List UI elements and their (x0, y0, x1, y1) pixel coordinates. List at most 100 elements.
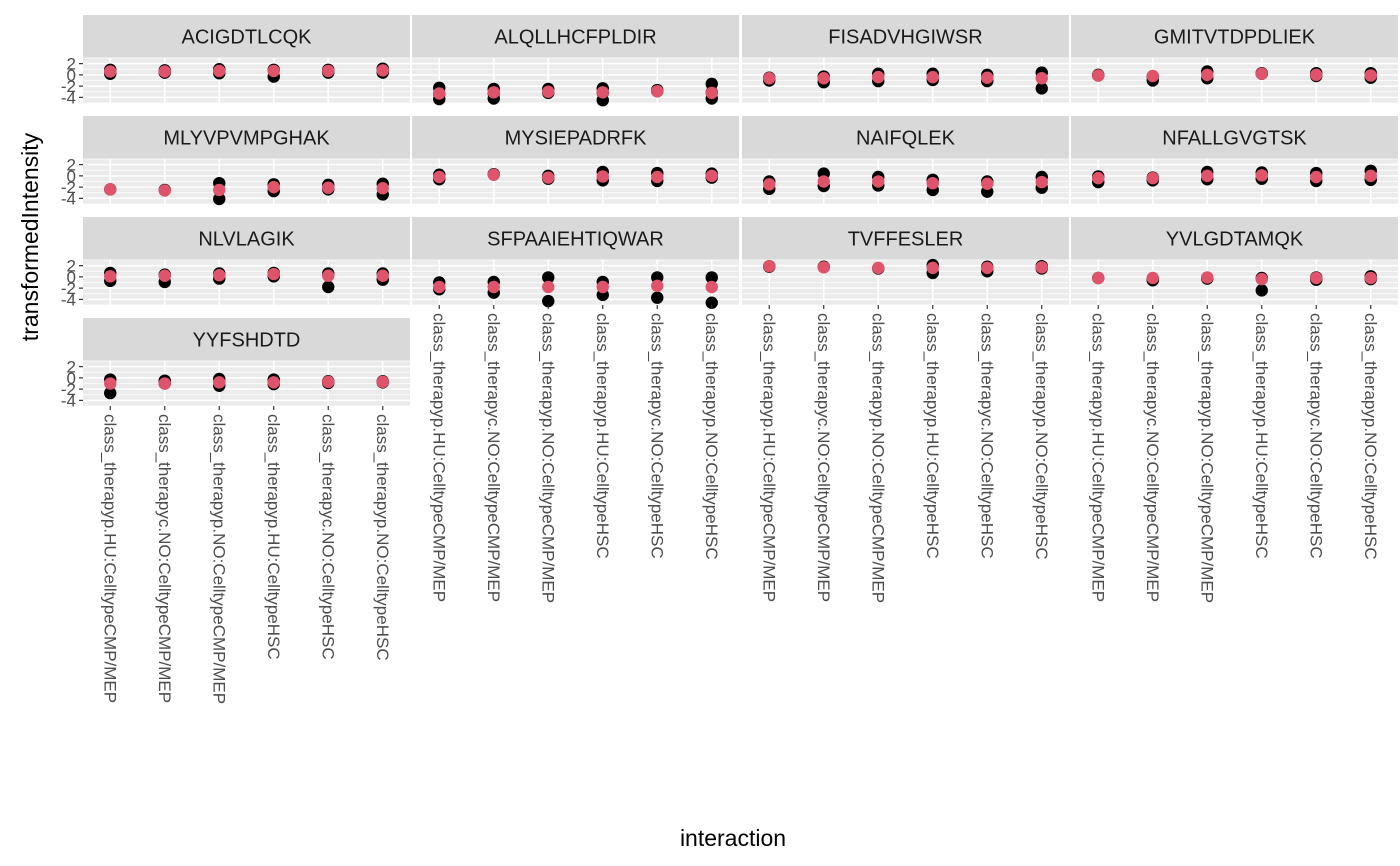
observed-point (1255, 284, 1268, 297)
estimate-point (376, 269, 389, 282)
estimate-point (213, 376, 226, 389)
facet-strip (412, 116, 739, 159)
facet-mysiepadrfk: MYSIEPADRFK (412, 116, 739, 205)
y-tick-label: -4 (61, 88, 76, 107)
facet-strip (1071, 15, 1398, 58)
x-tick-label: class_therapyp.NO:CelltypeCMP/MEP (209, 414, 228, 704)
facet-acigdtlcqk: ACIGDTLCQK 20-2-4 (61, 15, 410, 107)
estimate-point (322, 181, 335, 194)
x-tick-label: class_therapyp.NO:CelltypeHSC (702, 313, 721, 560)
y-tick-label: 2 (67, 358, 76, 377)
facet-nfallgvgtsk: NFALLGVGTSK (1071, 116, 1398, 205)
estimate-point (213, 183, 226, 197)
estimate-point (322, 375, 335, 389)
y-tick-label: -2 (61, 178, 76, 197)
observed-point (542, 294, 555, 308)
observed-point (542, 271, 555, 284)
observed-point (1035, 82, 1048, 95)
x-tick-label: class_therapyc.NO:CelltypeCMP/MEP (484, 313, 503, 602)
estimate-point (158, 269, 171, 282)
observed-point (705, 296, 718, 309)
estimate-point (596, 86, 609, 99)
facet-strip-label: YYFSHDTD (193, 330, 301, 352)
x-tick-label: class_therapyc.NO:CelltypeHSC (647, 313, 666, 559)
estimate-point (1201, 68, 1214, 82)
estimate-point (596, 170, 609, 183)
x-tick-label: class_therapyp.NO:CelltypeHSC (1032, 313, 1051, 560)
estimate-point (817, 175, 830, 188)
estimate-point (1035, 261, 1048, 274)
estimate-point (104, 377, 117, 390)
y-tick-label: -2 (61, 279, 76, 298)
estimate-point (322, 269, 335, 282)
y-tick-label: 2 (67, 156, 76, 175)
estimate-point (705, 280, 718, 294)
x-tick-label: class_therapyc.NO:CelltypeHSC (318, 414, 337, 660)
y-tick-label: 2 (67, 55, 76, 74)
estimate-point (763, 178, 776, 191)
estimate-point (1310, 170, 1323, 184)
estimate-point (213, 268, 226, 282)
facet-nlvlagik: NLVLAGIK 20-2-4 (61, 217, 410, 309)
estimate-point (267, 267, 280, 281)
estimate-point (542, 85, 555, 98)
facet-strip-label: NFALLGVGTSK (1162, 128, 1307, 150)
estimate-point (1092, 271, 1105, 285)
facet-strip (83, 318, 410, 361)
estimate-point (926, 70, 939, 84)
estimate-point (1201, 169, 1214, 183)
estimate-point (267, 376, 280, 389)
estimate-point (651, 170, 664, 184)
estimate-point (872, 175, 885, 188)
facet-strip (1071, 217, 1398, 260)
facet-gmitvtdpdliek: GMITVTDPDLIEK (1071, 15, 1398, 104)
estimate-point (1364, 271, 1377, 285)
estimate-point (104, 270, 117, 283)
observed-point (322, 280, 335, 294)
x-tick-label: class_therapyc.NO:CelltypeCMP/MEP (814, 313, 833, 602)
estimate-point (433, 170, 446, 184)
x-tick-label: class_therapyp.NO:CelltypeHSC (373, 414, 392, 661)
estimate-point (981, 177, 994, 190)
x-tick-label: class_therapyp.NO:CelltypeCMP/MEP (538, 313, 557, 603)
facet-yvlgdtamqk: YVLGDTAMQK class_therapyp.HU:CelltypeCMP/… (1071, 217, 1398, 603)
facet-mlyvpvmpghak: MLYVPVMPGHAK 20-2-4 (61, 116, 410, 208)
estimate-point (651, 279, 664, 293)
facet-strip-label: GMITVTDPDLIEK (1154, 27, 1316, 49)
x-tick-label: class_therapyp.HU:CelltypeCMP/MEP (429, 313, 448, 602)
estimate-point (104, 65, 117, 78)
facet-strip (742, 15, 1069, 58)
facet-strip (1071, 116, 1398, 159)
estimate-point (542, 171, 555, 184)
facet-strip-label: ACIGDTLCQK (181, 27, 312, 49)
estimate-point (376, 64, 389, 77)
estimate-point (1255, 67, 1268, 80)
estimate-point (763, 72, 776, 85)
estimate-point (872, 70, 885, 84)
y-axis-title: transformedIntensity (17, 132, 43, 341)
x-tick-label: class_therapyp.NO:CelltypeCMP/MEP (1197, 313, 1216, 603)
x-tick-label: class_therapyc.NO:CelltypeCMP/MEP (1143, 313, 1162, 602)
facet-strip (83, 116, 410, 159)
facet-yyfshdtd: YYFSHDTD 20-2-4 class_therapyp.HU:Celltype… (61, 318, 410, 704)
x-tick-label: class_therapyp.HU:CelltypeCMP/MEP (1088, 313, 1107, 602)
facet-strip-label: MLYVPVMPGHAK (163, 128, 330, 150)
x-tick-label: class_therapyp.HU:CelltypeHSC (1252, 313, 1271, 559)
estimate-point (1146, 171, 1159, 185)
facet-strip-label: NLVLAGIK (198, 229, 295, 251)
facet-strip (83, 15, 410, 58)
x-tick-label: class_therapyc.NO:CelltypeHSC (1306, 313, 1325, 559)
facet-alqllhcfpldir: ALQLLHCFPLDIR (412, 15, 739, 107)
observed-point (104, 386, 117, 400)
estimate-point (596, 280, 609, 294)
x-tick-label: class_therapyp.HU:CelltypeCMP/MEP (100, 414, 119, 703)
x-tick-label: class_therapyp.NO:CelltypeHSC (1361, 313, 1380, 560)
estimate-point (487, 168, 500, 181)
estimate-point (1255, 272, 1268, 286)
facet-naifqlek: NAIFQLEK (742, 116, 1069, 205)
estimate-point (213, 64, 226, 78)
estimate-point (433, 87, 446, 100)
facet-sfpaaiehtiqwar: SFPAAIEHTIQWAR class_therapyp.HU:Celltype… (412, 217, 739, 603)
